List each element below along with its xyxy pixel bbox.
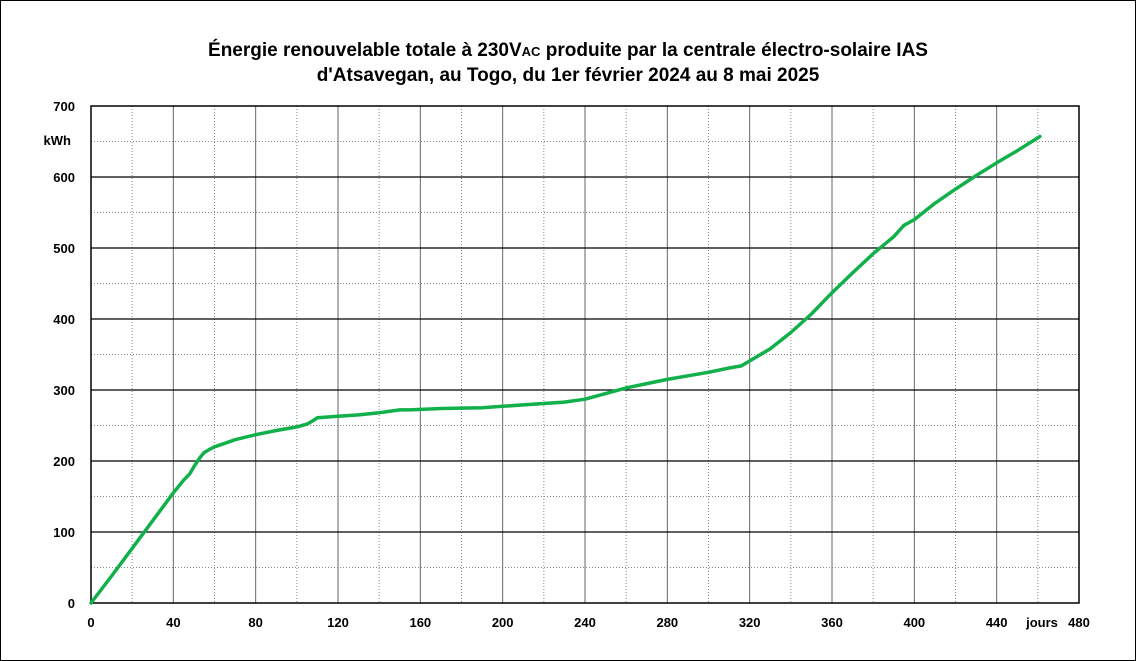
x-tick-label: 40	[166, 615, 180, 630]
y-tick-label: 400	[53, 312, 75, 327]
y-axis-tick-labels: 0 100 200 300 400 500 600 700	[53, 99, 75, 611]
plot-border	[90, 105, 1080, 604]
x-tick-label: 400	[903, 615, 925, 630]
y-axis-label: kWh	[44, 133, 72, 148]
x-tick-label: 280	[656, 615, 678, 630]
y-tick-label: 500	[53, 241, 75, 256]
y-tick-label: 200	[53, 454, 75, 469]
chart-title-line-2: d'Atsavegan, au Togo, du 1er février 202…	[316, 65, 820, 86]
y-tick-label: 100	[53, 525, 75, 540]
y-tick-label: 700	[53, 99, 75, 114]
x-tick-label: 440	[986, 615, 1008, 630]
x-tick-label: 200	[492, 615, 514, 630]
title-rest: produite par la centrale électro-solaire…	[540, 40, 928, 61]
title-subscript: AC	[521, 44, 541, 59]
x-axis-label: jours	[1025, 615, 1058, 630]
x-tick-label: 80	[248, 615, 262, 630]
x-tick-label: 320	[739, 615, 761, 630]
title-main: Énergie renouvelable totale à 230V	[208, 40, 522, 61]
x-tick-label: 160	[409, 615, 431, 630]
x-tick-label: 240	[574, 615, 596, 630]
y-tick-label: 0	[68, 596, 75, 611]
x-tick-label: 120	[327, 615, 349, 630]
x-tick-label: 360	[821, 615, 843, 630]
x-tick-label: 480	[1068, 615, 1090, 630]
minor-grid	[91, 106, 1079, 603]
y-tick-label: 600	[53, 170, 75, 185]
x-tick-label: 0	[87, 615, 94, 630]
energy-series-line	[89, 134, 1042, 605]
chart-title-line-1: Énergie renouvelable totale à 230VAC pro…	[0, 40, 1136, 62]
major-grid	[91, 106, 1079, 603]
y-tick-label: 300	[53, 383, 75, 398]
x-axis-tick-labels: 0 40 80 120 160 200 240 280 320 360 400 440 480	[87, 615, 1089, 630]
